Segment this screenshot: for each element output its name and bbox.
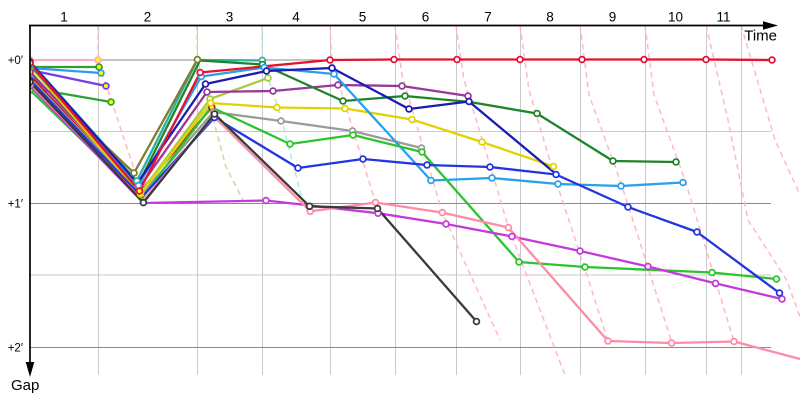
- svg-text:11: 11: [716, 10, 730, 25]
- svg-text:6: 6: [422, 10, 430, 25]
- svg-text:+0′: +0′: [8, 55, 23, 67]
- svg-text:Time: Time: [744, 28, 777, 45]
- svg-text:4: 4: [292, 10, 300, 25]
- svg-text:1: 1: [60, 10, 68, 25]
- svg-text:5: 5: [359, 10, 367, 25]
- svg-text:+2′: +2′: [8, 343, 23, 355]
- svg-text:9: 9: [609, 10, 617, 25]
- svg-text:Gap: Gap: [11, 377, 39, 394]
- svg-text:2: 2: [144, 10, 152, 25]
- svg-text:8: 8: [546, 10, 554, 25]
- svg-text:3: 3: [226, 10, 234, 25]
- svg-text:10: 10: [668, 10, 683, 25]
- svg-text:7: 7: [484, 10, 492, 25]
- svg-text:+1′: +1′: [8, 199, 23, 211]
